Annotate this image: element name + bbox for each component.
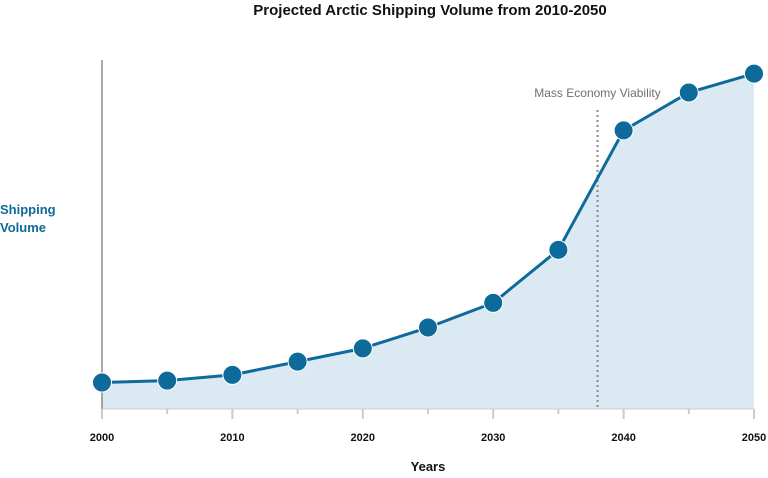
y-axis-label-line-2: Volume xyxy=(0,220,46,235)
data-point xyxy=(483,292,504,313)
x-tick-label: 2000 xyxy=(90,432,114,444)
x-tick-label: 2010 xyxy=(220,432,244,444)
data-point xyxy=(92,372,112,393)
x-tick-label: 2040 xyxy=(611,432,635,444)
x-axis-label: Years xyxy=(411,459,446,473)
x-tick-label: 2050 xyxy=(742,432,766,444)
data-point xyxy=(548,239,569,260)
data-point xyxy=(352,338,373,359)
data-point xyxy=(744,63,764,84)
area-fill xyxy=(102,73,754,410)
plot-area: 2000 2010 2020 2030 2040 2050 Mass Economy Via… xyxy=(90,60,766,444)
data-point xyxy=(157,370,178,391)
y-axis-label-line-1: Shipping xyxy=(0,202,56,217)
data-point xyxy=(678,82,699,103)
x-tick-label: 2030 xyxy=(481,432,505,444)
data-point xyxy=(613,120,634,141)
chart-title: Projected Arctic Shipping Volume from 20… xyxy=(253,2,606,19)
annotation-label: Mass Economy Viability xyxy=(534,86,661,100)
data-point xyxy=(418,317,438,338)
x-tick-label: 2020 xyxy=(351,432,375,444)
data-point xyxy=(287,351,308,372)
data-point xyxy=(222,364,243,385)
